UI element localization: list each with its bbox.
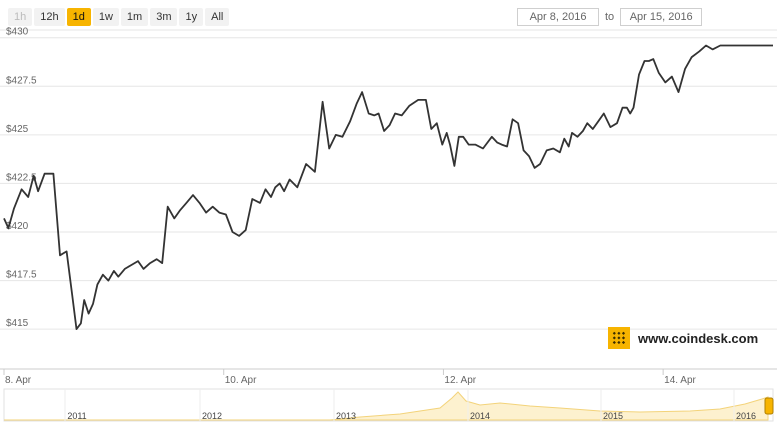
navigator-year-label: 2014 — [470, 411, 490, 421]
navigator-area — [4, 391, 769, 421]
date-to-label: to — [605, 11, 615, 23]
y-tick-label: $415 — [6, 318, 29, 329]
zoom-button-1d[interactable]: 1d — [66, 8, 91, 26]
navigator-year-label: 2013 — [336, 411, 356, 421]
coindesk-logo-icon — [608, 327, 630, 349]
zoom-button-all[interactable]: All — [205, 8, 230, 26]
y-tick-label: $420 — [6, 221, 29, 232]
zoom-button-1y[interactable]: 1y — [179, 8, 204, 26]
zoom-button-1m[interactable]: 1m — [120, 8, 149, 26]
x-tick-label: 14. Apr — [664, 375, 696, 386]
y-tick-label: $427.5 — [6, 75, 37, 86]
navigator-year-label: 2016 — [736, 411, 756, 421]
x-tick-label: 8. Apr — [5, 375, 32, 386]
zoom-button-3m[interactable]: 3m — [150, 8, 178, 26]
navigator-year-label: 2015 — [603, 411, 623, 421]
y-tick-label: $417.5 — [6, 270, 37, 281]
navigator-year-label: 2012 — [202, 411, 222, 421]
from-date-input[interactable]: Apr 8, 2016 — [517, 8, 599, 26]
zoom-button-12h[interactable]: 12h — [34, 8, 65, 26]
x-tick-label: 12. Apr — [444, 375, 476, 386]
zoom-toolbar: 1h 12h 1d 1w 1m 3m 1y All — [8, 8, 230, 26]
y-tick-label: $430 — [6, 27, 29, 38]
zoom-button-1w[interactable]: 1w — [92, 8, 119, 26]
x-tick-label: 10. Apr — [225, 375, 257, 386]
coindesk-logo: www.coindesk.com — [608, 327, 758, 349]
zoom-button-1h[interactable]: 1h — [8, 8, 33, 26]
to-date-input[interactable]: Apr 15, 2016 — [620, 8, 703, 26]
date-range: Apr 8, 2016 to Apr 15, 2016 — [517, 8, 703, 26]
navigator-year-label: 2011 — [67, 411, 86, 421]
y-tick-label: $425 — [6, 124, 29, 135]
coindesk-logo-text: www.coindesk.com — [638, 330, 759, 346]
navigator-handle[interactable] — [764, 397, 774, 415]
y-tick-label: $422.5 — [6, 172, 37, 183]
price-line — [3, 44, 773, 330]
